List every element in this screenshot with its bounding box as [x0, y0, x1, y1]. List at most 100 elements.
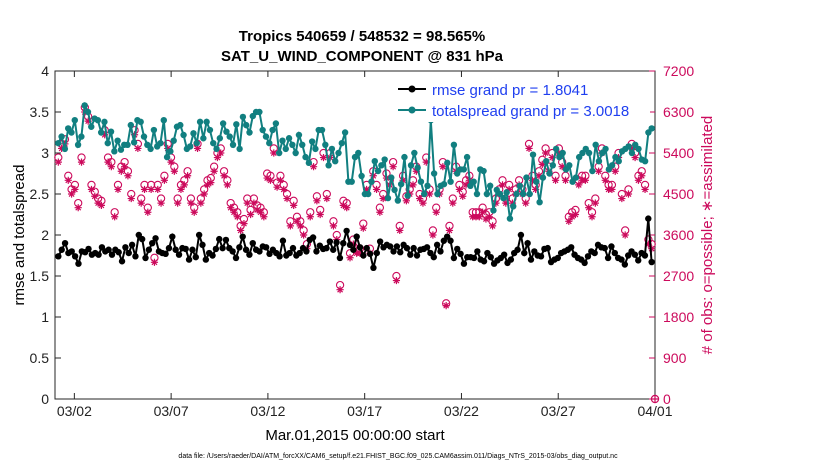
totalspread-point: [312, 145, 319, 153]
rmse-point: [279, 237, 287, 244]
rmse-point: [182, 245, 189, 253]
nobs-assimilated-point: [313, 197, 321, 205]
rmse-point: [232, 254, 240, 262]
y-left-tick-label: 1.5: [30, 268, 50, 284]
y-left-tick-label: 0: [41, 391, 49, 407]
nobs-assimilated-point: [399, 176, 407, 184]
nobs-assimilated-point: [644, 240, 652, 248]
nobs-assimilated-point: [276, 176, 285, 184]
rmse-point: [608, 243, 615, 250]
totalspread-point: [592, 141, 599, 148]
nobs-assimilated-point: [621, 231, 629, 239]
nobs-assimilated-point: [595, 167, 603, 175]
rmse-point: [222, 236, 230, 244]
totalspread-point: [107, 128, 115, 135]
nobs-assimilated-point: [638, 172, 646, 180]
totalspread-point: [355, 149, 362, 157]
totalspread-point: [233, 121, 240, 128]
y-left-axis-label: rmse and totalspread: [11, 165, 28, 306]
totalspread-point: [378, 162, 385, 169]
totalspread-point: [114, 137, 121, 144]
rmse-point: [195, 231, 203, 239]
nobs-assimilated-point: [568, 213, 576, 221]
totalspread-point: [285, 135, 293, 142]
totalspread-point: [549, 162, 557, 169]
rmse-point: [236, 244, 243, 251]
rmse-point: [373, 249, 380, 257]
totalspread-point: [332, 158, 339, 165]
totalspread-point: [282, 145, 289, 153]
y-right-tick-label: 6300: [663, 104, 694, 120]
y-right-tick-label: 4500: [663, 186, 694, 202]
rmse-point: [219, 244, 226, 252]
nobs-assimilated-point: [498, 181, 507, 189]
rmse-point: [537, 253, 545, 260]
nobs-assimilated-point: [376, 208, 384, 216]
nobs-assimilated-point: [97, 201, 106, 209]
totalspread-point: [210, 139, 217, 147]
rmse-point: [95, 251, 102, 258]
totalspread-point: [58, 133, 65, 140]
y-right-axis-label: # of obs: o=possible; ∗=assimilated: [699, 116, 716, 355]
totalspread-point: [401, 153, 408, 161]
nobs-assimilated-point: [508, 199, 517, 207]
nobs-assimilated-point: [475, 213, 483, 221]
nobs-assimilated-point: [535, 172, 543, 180]
rmse-point: [521, 249, 528, 257]
y-left-tick-label: 0.5: [30, 350, 50, 366]
rmse-point: [58, 246, 65, 253]
nobs-assimilated-point: [409, 181, 417, 189]
rmse-point: [390, 248, 397, 255]
rmse-point: [450, 254, 458, 262]
nobs-assimilated-point: [343, 204, 351, 212]
rmse-point: [407, 251, 414, 258]
rmse-point: [145, 246, 153, 253]
rmse-point: [645, 215, 652, 222]
nobs-assimilated-point: [581, 176, 589, 184]
nobs-assimilated-point: [87, 185, 96, 194]
nobs-assimilated-point: [174, 199, 182, 207]
nobs-assimilated-point: [200, 190, 208, 198]
rmse-point: [172, 246, 179, 253]
chart-title: Tropics 540659 / 548532 = 98.565%: [239, 28, 485, 45]
rmse-point: [122, 244, 129, 251]
nobs-assimilated-point: [246, 210, 255, 219]
nobs-assimilated-point: [309, 163, 318, 171]
nobs-assimilated-point: [306, 213, 314, 221]
nobs-assimilated-point: [482, 215, 490, 223]
rmse-point: [601, 244, 608, 252]
rmse-point: [423, 244, 431, 251]
chart-subtitle: SAT_U_WIND_COMPONENT @ 831 hPa: [221, 48, 504, 65]
legend-spread-label: totalspread grand pr = 3.0018: [432, 103, 629, 120]
x-tick-label: 03/12: [250, 403, 285, 419]
totalspread-point: [608, 162, 616, 169]
nobs-assimilated-point: [412, 167, 420, 175]
y-right-tick-label: 5400: [663, 145, 694, 161]
nobs-assimilated-point: [177, 185, 185, 194]
x-tick-label: 03/07: [154, 403, 189, 419]
totalspread-point: [328, 145, 336, 153]
rmse-point: [370, 264, 377, 271]
nobs-assimilated-point: [323, 194, 331, 203]
nobs-assimilated-point: [250, 199, 258, 207]
rmse-point: [85, 245, 92, 253]
totalspread-point: [147, 145, 154, 153]
totalspread-point: [394, 197, 402, 204]
nobs-assimilated-point: [532, 185, 540, 194]
rmse-point: [105, 246, 112, 253]
rmse-point: [202, 256, 210, 263]
totalspread-point: [460, 166, 467, 173]
rmse-point: [138, 235, 146, 243]
nobs-assimilated-point: [548, 153, 556, 162]
totalspread-point: [368, 178, 375, 185]
nobs-assimilated-point: [555, 149, 563, 157]
nobs-assimilated-point: [67, 190, 76, 198]
totalspread-point: [519, 190, 527, 198]
totalspread-point: [635, 145, 642, 153]
nobs-assimilated-point: [147, 185, 155, 194]
totalspread-point: [566, 162, 573, 169]
y-right-tick-label: 2700: [663, 268, 694, 284]
rmse-point: [581, 259, 588, 267]
rmse-point: [410, 244, 417, 252]
rmse-point: [199, 241, 206, 249]
